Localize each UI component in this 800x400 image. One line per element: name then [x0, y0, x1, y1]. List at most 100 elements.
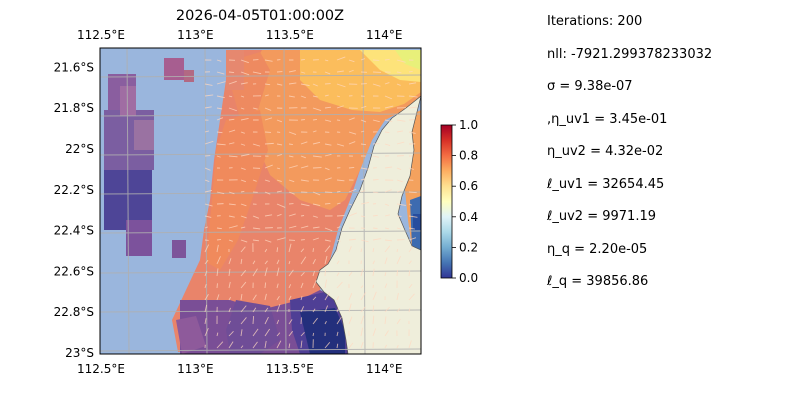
velocity-arrow: [324, 202, 331, 205]
velocity-arrow: [360, 268, 364, 277]
velocity-arrow: [288, 225, 297, 229]
velocity-arrow: [240, 246, 246, 253]
velocity-arrow: [396, 71, 402, 74]
velocity-arrow: [324, 255, 328, 265]
velocity-arrow: [348, 188, 357, 193]
velocity-arrow: [228, 281, 231, 289]
colorbar-tick-label: 0.4: [459, 210, 478, 224]
velocity-arrow: [216, 59, 222, 62]
x-tick-label-bottom: 113.5°E: [266, 362, 314, 376]
velocity-arrow: [336, 56, 346, 61]
velocity-arrow: [312, 191, 321, 196]
velocity-arrow: [384, 306, 390, 313]
velocity-arrow: [276, 259, 280, 265]
velocity-arrow: [264, 328, 271, 337]
x-axis-bottom: 112.5°E 113°E 113.5°E 114°E: [77, 362, 402, 376]
y-tick-label: 22°S: [65, 142, 94, 156]
velocity-arrow: [216, 294, 220, 301]
velocity-arrow: [348, 203, 353, 206]
velocity-arrow: [300, 179, 309, 182]
velocity-arrow: [348, 342, 354, 349]
velocity-arrow: [360, 248, 363, 253]
velocity-arrow: [336, 272, 340, 277]
velocity-arrow: [396, 119, 406, 122]
velocity-arrow: [360, 58, 366, 61]
velocity-arrow: [216, 244, 219, 253]
velocity-arrow: [312, 95, 318, 98]
velocity-arrow: [336, 202, 341, 205]
colorbar-ticks: 0.0 0.2 0.4 0.6 0.8 1.0: [452, 118, 478, 285]
velocity-arrow: [312, 296, 317, 301]
velocity-arrow: [252, 268, 258, 277]
velocity-arrow: [204, 167, 211, 171]
x-tick-label-bottom: 114°E: [366, 362, 403, 376]
velocity-arrow: [228, 215, 235, 218]
velocity-arrow: [204, 130, 210, 133]
velocity-arrow: [408, 340, 412, 349]
velocity-arrow: [228, 258, 232, 265]
colorbar-tick-label: 0.8: [459, 149, 478, 163]
velocity-arrow: [252, 316, 255, 325]
velocity-arrow: [252, 107, 258, 110]
velocity-arrow: [300, 256, 307, 265]
velocity-arrow: [252, 227, 261, 230]
x-tick-label-top: 112.5°E: [77, 28, 125, 42]
x-tick-label-bottom: 112.5°E: [77, 362, 125, 376]
velocity-arrow: [324, 71, 331, 75]
velocity-arrow: [264, 340, 267, 349]
gridlines: [100, 48, 421, 354]
velocity-arrow: [384, 316, 387, 325]
velocity-arrow: [288, 131, 297, 135]
velocity-arrow: [408, 283, 413, 289]
velocity-arrow: [408, 215, 418, 218]
velocity-arrow: [408, 237, 417, 241]
map-panel: [100, 48, 421, 354]
velocity-arrow: [384, 95, 393, 100]
velocity-arrow: [300, 332, 305, 337]
velocity-arrow: [396, 256, 401, 265]
velocity-arrow: [384, 257, 388, 265]
velocity-arrow: [252, 239, 260, 242]
velocity-arrow: [276, 267, 280, 277]
velocity-arrow: [396, 189, 403, 193]
velocity-arrow: [264, 307, 269, 313]
velocity-arrow: [288, 191, 295, 195]
velocity-arrow: [276, 213, 282, 217]
velocity-arrow: [408, 293, 415, 301]
velocity-arrow: [348, 59, 355, 63]
velocity-arrow: [228, 268, 231, 277]
velocity-arrow: [264, 164, 273, 169]
velocity-arrow: [360, 285, 364, 289]
velocity-arrows: [204, 56, 418, 349]
velocity-arrow: [240, 71, 250, 76]
param-nll: nll: -7921.299378233032: [547, 47, 713, 62]
velocity-arrow: [240, 270, 247, 277]
velocity-arrow: [264, 179, 270, 182]
velocity-arrow: [216, 95, 225, 99]
y-tick-label: 21.6°S: [54, 60, 94, 74]
velocity-arrow: [216, 341, 224, 349]
velocity-arrow: [396, 318, 401, 325]
y-tick-label: 21.8°S: [54, 101, 94, 115]
velocity-arrow: [324, 119, 332, 122]
velocity-arrow: [228, 296, 232, 301]
y-tick-label: 22.2°S: [54, 183, 94, 197]
velocity-arrow: [372, 83, 381, 87]
velocity-arrow: [336, 70, 344, 73]
velocity-arrow: [312, 258, 316, 265]
velocity-arrow: [240, 294, 243, 301]
velocity-arrow: [336, 260, 340, 265]
velocity-arrow: [312, 308, 316, 313]
velocity-arrow: [408, 106, 417, 109]
velocity-arrow: [228, 95, 233, 98]
y-axis-left: 21.6°S 21.8°S 22°S 22.2°S 22.4°S 22.6°S 22.8°S…: [54, 60, 94, 360]
velocity-arrow: [276, 319, 280, 325]
velocity-arrow: [348, 69, 354, 73]
velocity-arrow: [264, 293, 267, 301]
velocity-arrow: [276, 167, 281, 170]
velocity-arrow: [216, 191, 225, 195]
velocity-arrow: [312, 130, 317, 133]
velocity-arrow: [252, 143, 261, 147]
velocity-arrow: [396, 167, 402, 171]
